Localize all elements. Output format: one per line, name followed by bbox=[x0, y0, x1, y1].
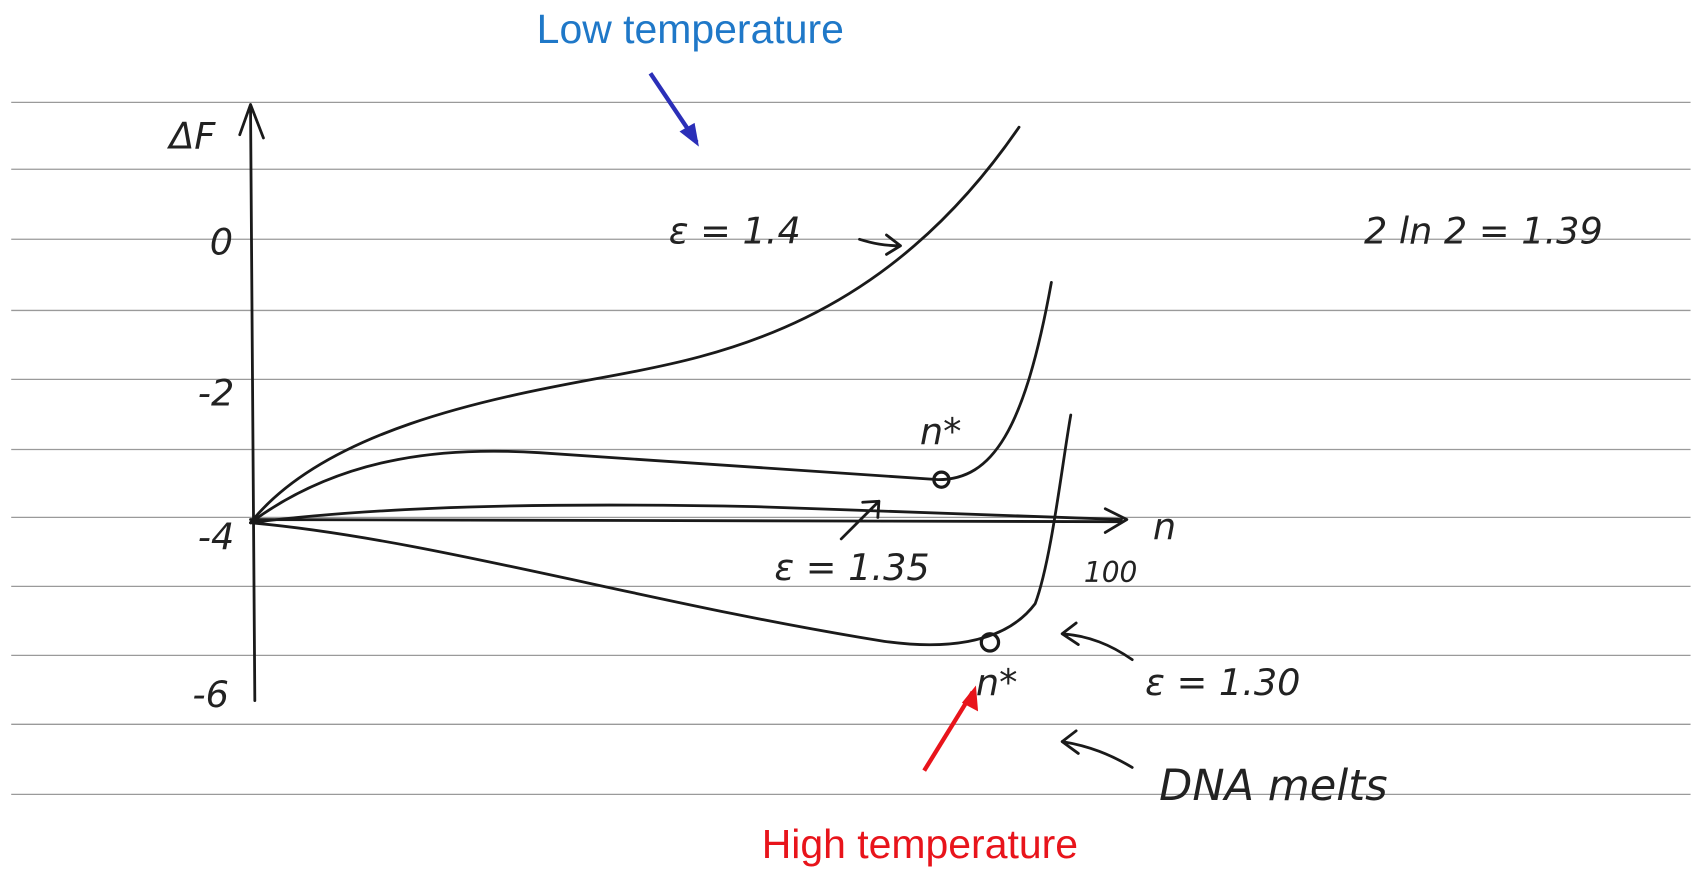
x-axis bbox=[249, 507, 1129, 534]
curve-eps-1-35 bbox=[249, 281, 1053, 525]
pointer-arrow bbox=[1060, 621, 1134, 662]
ruled-lines bbox=[11, 101, 1691, 796]
curve-label: ε = 1.30 bbox=[1145, 661, 1300, 704]
n-star-point bbox=[932, 470, 951, 489]
curve-eps-1-4 bbox=[249, 125, 1021, 525]
low-temp-arrow bbox=[648, 72, 699, 147]
point-label: n* bbox=[920, 410, 962, 453]
curve-eps-1-30 bbox=[249, 413, 1073, 647]
high-temp-label: High temperature bbox=[762, 821, 1078, 867]
y-axis-label: ΔF bbox=[166, 115, 216, 158]
curve-label: ε = 1.35 bbox=[774, 546, 929, 589]
curves bbox=[249, 125, 1123, 653]
low-temp-label: Low temperature bbox=[537, 6, 844, 52]
pointer-arrow bbox=[858, 233, 902, 256]
arrow-line bbox=[922, 690, 975, 772]
pointer-arrow bbox=[839, 499, 881, 541]
n-star-point bbox=[979, 632, 1001, 653]
note: 2 ln 2 = 1.39 bbox=[1364, 210, 1603, 253]
y-tick-label: -6 bbox=[192, 673, 229, 716]
x-tick-label: 100 bbox=[1084, 556, 1137, 589]
y-tick-label: -2 bbox=[198, 371, 235, 414]
point-label: n* bbox=[976, 661, 1018, 704]
curve-label: ε = 1.4 bbox=[669, 210, 801, 253]
pointer-arrow bbox=[1060, 729, 1134, 769]
x-axis-label: n bbox=[1153, 505, 1176, 548]
y-axis bbox=[238, 103, 265, 703]
axes bbox=[238, 103, 1129, 703]
curve-middle bbox=[249, 503, 1123, 525]
y-tick-label: 0 bbox=[210, 220, 233, 263]
high-temp-arrow bbox=[922, 685, 979, 772]
arrow-head bbox=[679, 122, 699, 147]
y-tick-label: -4 bbox=[198, 516, 235, 559]
arrow-head bbox=[961, 685, 979, 712]
note: DNA melts bbox=[1159, 761, 1388, 811]
